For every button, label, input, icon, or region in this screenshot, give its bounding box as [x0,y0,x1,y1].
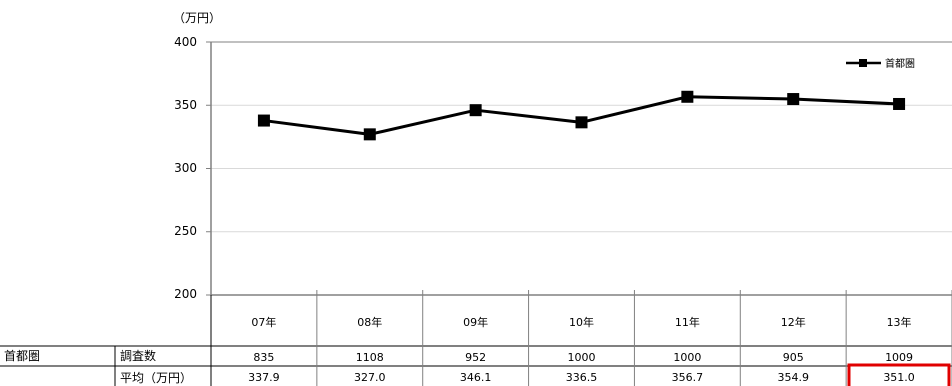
y-tick-label: 250 [174,224,197,238]
table-cell: 346.1 [460,371,492,384]
table-cell: 835 [253,351,274,364]
data-point [363,128,376,141]
legend: 首都圏 [846,57,915,70]
data-point [469,104,482,117]
y-tick-label: 350 [174,98,197,112]
table-cell: 952 [465,351,486,364]
table-cell: 905 [783,351,804,364]
table-cell: 1108 [356,351,384,364]
y-tick-label: 300 [174,161,197,175]
data-point [681,90,694,103]
data-point [257,114,270,127]
table-cell: 336.5 [566,371,598,384]
series-line [263,95,900,136]
x-tick-label: 10年 [569,315,594,329]
series-line-group [257,90,906,141]
table-cell: 351.0 [883,371,915,384]
legend-marker-swatch [859,59,867,67]
x-tick-label: 07年 [251,315,276,329]
table-cell: 327.0 [354,371,386,384]
table-row-label: 平均（万円） [120,371,192,385]
table-region-label: 首都圏 [4,349,40,363]
highlight-box [847,363,951,386]
x-tick-label: 13年 [887,315,912,329]
y-tick-label: 200 [174,287,197,301]
data-point [893,97,906,110]
table-row-label: 調査数 [120,348,156,363]
table-cell: 337.9 [248,371,280,384]
table-cell: 356.7 [672,371,704,384]
data-table: 首都圏 調査数 平均（万円） 07年 08年 09年 10年 11年 12年 13年 835 1… [0,290,952,386]
table-cell: 1000 [673,351,701,364]
table-cell: 1009 [885,351,913,364]
table-cell: 1000 [568,351,596,364]
gridlines [206,41,952,296]
data-point [575,116,588,129]
y-tick-label: 400 [174,35,197,49]
legend-label: 首都圏 [885,57,915,70]
x-tick-label: 12年 [781,315,806,329]
table-cell: 354.9 [777,371,809,384]
data-point [787,93,800,106]
x-tick-label: 09年 [463,315,488,329]
x-tick-label: 08年 [357,315,382,329]
y-unit-label: （万円） [173,11,221,25]
x-tick-label: 11年 [675,315,700,329]
